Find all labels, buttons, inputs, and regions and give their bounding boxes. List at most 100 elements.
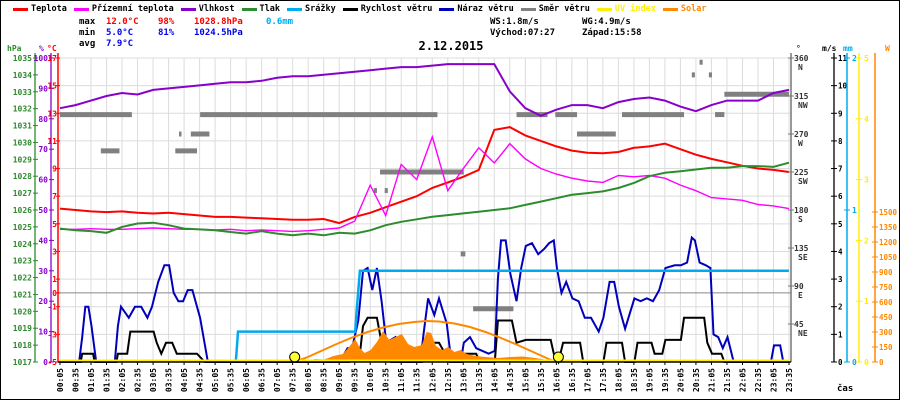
- axis-label: 315: [794, 92, 809, 101]
- x-axis-time-label: 22:05: [739, 368, 748, 392]
- axis-label: NE: [798, 329, 808, 338]
- x-axis-time-label: 10:35: [382, 368, 391, 392]
- axis-label: 1: [838, 330, 843, 339]
- axis-label: 300: [879, 328, 893, 337]
- axis-label: 30: [38, 267, 48, 276]
- axis-label: %: [39, 44, 44, 53]
- axis-label: 1: [852, 206, 857, 215]
- axis-label: 270: [794, 130, 809, 139]
- stats-wind-sun-block: WS:1.8m/s WG:4.9m/s Východ:07:27 Západ:15:5…: [490, 17, 674, 39]
- axis-label: °: [796, 44, 801, 53]
- axis-label: 7: [838, 165, 843, 174]
- x-axis-time-label: 11:35: [413, 368, 422, 392]
- axis-label: 1200: [879, 238, 898, 247]
- axis-label: 13: [47, 109, 57, 118]
- legend-line-swatch: [13, 7, 28, 11]
- series-line: [59, 126, 790, 225]
- stats-row: max 12.0°C 98% 1028.8hPa 0.6mm: [79, 17, 306, 28]
- series-line: [60, 134, 790, 233]
- axis-label: 1035: [13, 54, 32, 63]
- x-axis-time-label: 11:05: [397, 368, 406, 392]
- axis-label: 360: [794, 54, 809, 63]
- x-axis-time-label: 17:05: [583, 368, 592, 392]
- axis-label: 5: [838, 220, 843, 229]
- stats-value: Západ:15:58: [582, 28, 642, 38]
- x-axis-time-label: 13:35: [475, 368, 484, 392]
- axis-label: 135: [794, 244, 809, 253]
- axis-label: 1050: [879, 253, 898, 262]
- axis-label: 5: [52, 220, 57, 229]
- x-axis-time-label: 22:35: [754, 368, 763, 392]
- legend-item-4: Srážky: [287, 4, 336, 14]
- axis-label: 4: [838, 247, 843, 256]
- x-axis-time-label: 20:05: [676, 368, 685, 392]
- series-line: [59, 161, 790, 237]
- legend-line-swatch: [287, 7, 303, 11]
- axis-label: 0: [879, 358, 884, 367]
- axis-label: 0: [852, 358, 857, 367]
- legend-label: Solar: [680, 4, 707, 14]
- axis-label: E: [798, 291, 803, 300]
- legend-item-6: Náraz větru: [439, 4, 514, 14]
- axis-label: 6: [838, 192, 843, 201]
- axis-label: 9: [52, 165, 57, 174]
- x-axis-time-label: 00:05: [56, 368, 65, 392]
- x-axis-time-label: 02:35: [134, 368, 143, 392]
- x-axis-time-label: 21:35: [723, 368, 732, 392]
- axis-label: 600: [879, 298, 893, 307]
- axis-label: 2: [864, 236, 869, 245]
- stats-row: Východ:07:27 Západ:15:58: [490, 28, 674, 39]
- legend-label: Srážky: [305, 4, 336, 14]
- x-axis-time-label: 18:05: [614, 368, 623, 392]
- axis-label: SW: [798, 177, 808, 186]
- axis-label: 1034: [13, 71, 32, 80]
- axis-label: 1: [864, 297, 869, 306]
- x-axis-time-label: 05:05: [211, 368, 220, 392]
- stats-value: 81%: [158, 28, 175, 38]
- legend-line-swatch: [342, 7, 358, 11]
- x-axis-time-label: 21:05: [707, 368, 716, 392]
- stats-value: 0.6mm: [266, 17, 294, 27]
- axis-label: 7: [52, 192, 57, 201]
- axis-label: 1500: [879, 208, 898, 217]
- axis-label: 90: [38, 84, 48, 93]
- sun-marker-icon: [289, 351, 301, 363]
- x-axis-time-label: 09:35: [351, 368, 360, 392]
- axis-label: W: [798, 139, 803, 148]
- axis-label: SE: [798, 253, 808, 262]
- legend-label: Rychlost větru: [360, 4, 433, 14]
- x-axis-time-label: 00:35: [72, 368, 81, 392]
- axis-label: 1029: [13, 155, 32, 164]
- stats-value: 98%: [158, 17, 175, 27]
- axis-label: °C: [47, 44, 57, 53]
- axis-label: 70: [38, 145, 48, 154]
- legend-item-3: Tlak: [241, 4, 280, 14]
- legend-item-1: Přízemní teplota: [73, 4, 174, 14]
- axis-label: 1031: [13, 122, 32, 131]
- axis-label: 1020: [13, 307, 32, 316]
- legend-item-9: Solar: [662, 4, 707, 14]
- x-axis-time-label: 16:05: [552, 368, 561, 392]
- axis-label: 1032: [13, 105, 32, 114]
- legend-label: UV index: [614, 4, 656, 14]
- axis-label: 900: [879, 268, 893, 277]
- x-axis-time-label: 16:35: [568, 368, 577, 392]
- stats-value: WG:4.9m/s: [582, 17, 631, 27]
- axis-label: mm: [843, 44, 853, 53]
- x-axis-time-label: 06:05: [242, 368, 251, 392]
- x-axis-time-label: 09:05: [335, 368, 344, 392]
- x-axis-time-label: 19:05: [645, 368, 654, 392]
- chart-legend: Teplota Přízemní teplota Vlhkost Tlak Srážky…: [13, 4, 706, 14]
- axis-label: -5: [47, 358, 57, 367]
- stats-value: WS:1.8m/s: [490, 17, 539, 27]
- axis-label: -1: [47, 303, 57, 312]
- axis-label: 45: [794, 320, 804, 329]
- axis-label: 180: [794, 206, 809, 215]
- x-axis-time-label: 04:05: [180, 368, 189, 392]
- axis-label: 9: [838, 109, 843, 118]
- axis-label: 0: [52, 289, 57, 298]
- legend-label: Teplota: [31, 4, 67, 14]
- axis-label: -3: [47, 330, 57, 339]
